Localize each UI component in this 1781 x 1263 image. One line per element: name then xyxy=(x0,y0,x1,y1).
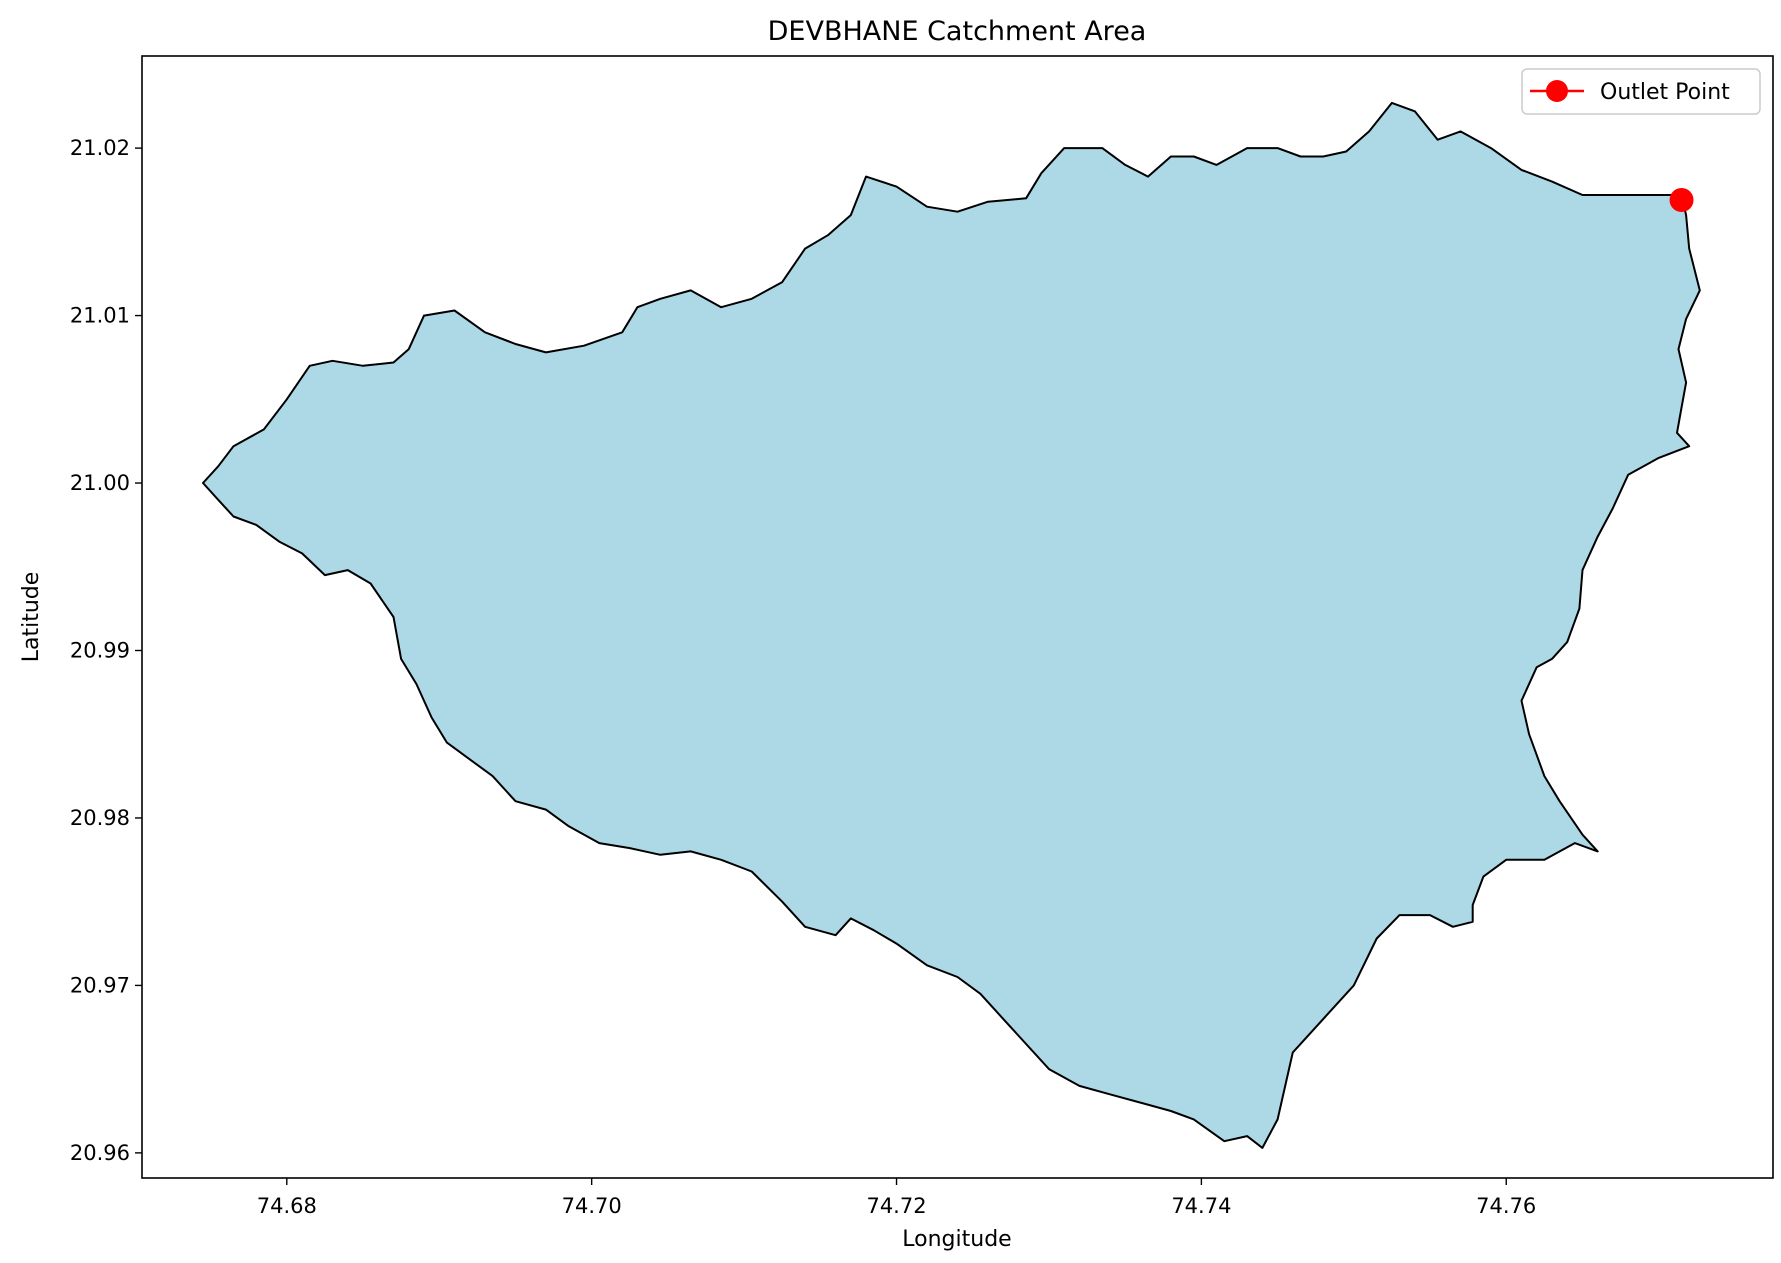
legend-entry-outlet-point: Outlet Point xyxy=(1600,80,1730,105)
catchment-polygon xyxy=(202,101,1701,1149)
x-axis-label: Longitude xyxy=(902,1227,1011,1252)
x-tick-label: 74.74 xyxy=(1171,1194,1231,1218)
legend-outlet-marker xyxy=(1546,80,1568,102)
x-axis-ticks: 74.68 74.70 74.72 74.74 74.76 xyxy=(257,1178,1536,1218)
y-tick-label: 20.97 xyxy=(70,973,130,997)
plot-area xyxy=(141,55,1774,1179)
y-tick-label: 20.98 xyxy=(70,806,130,830)
y-tick-label: 21.01 xyxy=(70,304,130,328)
y-tick-label: 20.99 xyxy=(70,638,130,662)
y-tick-label: 20.96 xyxy=(70,1141,130,1165)
x-tick-label: 74.72 xyxy=(866,1194,926,1218)
legend-box xyxy=(1521,68,1761,115)
legend: Outlet Point xyxy=(1521,68,1761,115)
y-axis-label: Latitude xyxy=(19,572,44,663)
outlet-layer xyxy=(1669,188,1694,213)
x-tick-label: 74.68 xyxy=(257,1194,317,1218)
axes-frame xyxy=(141,55,1774,1179)
outlet-point-marker xyxy=(1669,188,1694,213)
chart-title: DEVBHANE Catchment Area xyxy=(768,16,1147,47)
x-tick-label: 74.76 xyxy=(1476,1194,1536,1218)
y-tick-label: 21.02 xyxy=(70,136,130,160)
y-axis-ticks: 20.96 20.97 20.98 20.99 21.00 21.01 21.02 xyxy=(70,136,142,1165)
y-tick-label: 21.00 xyxy=(70,471,130,495)
x-tick-label: 74.70 xyxy=(562,1194,622,1218)
